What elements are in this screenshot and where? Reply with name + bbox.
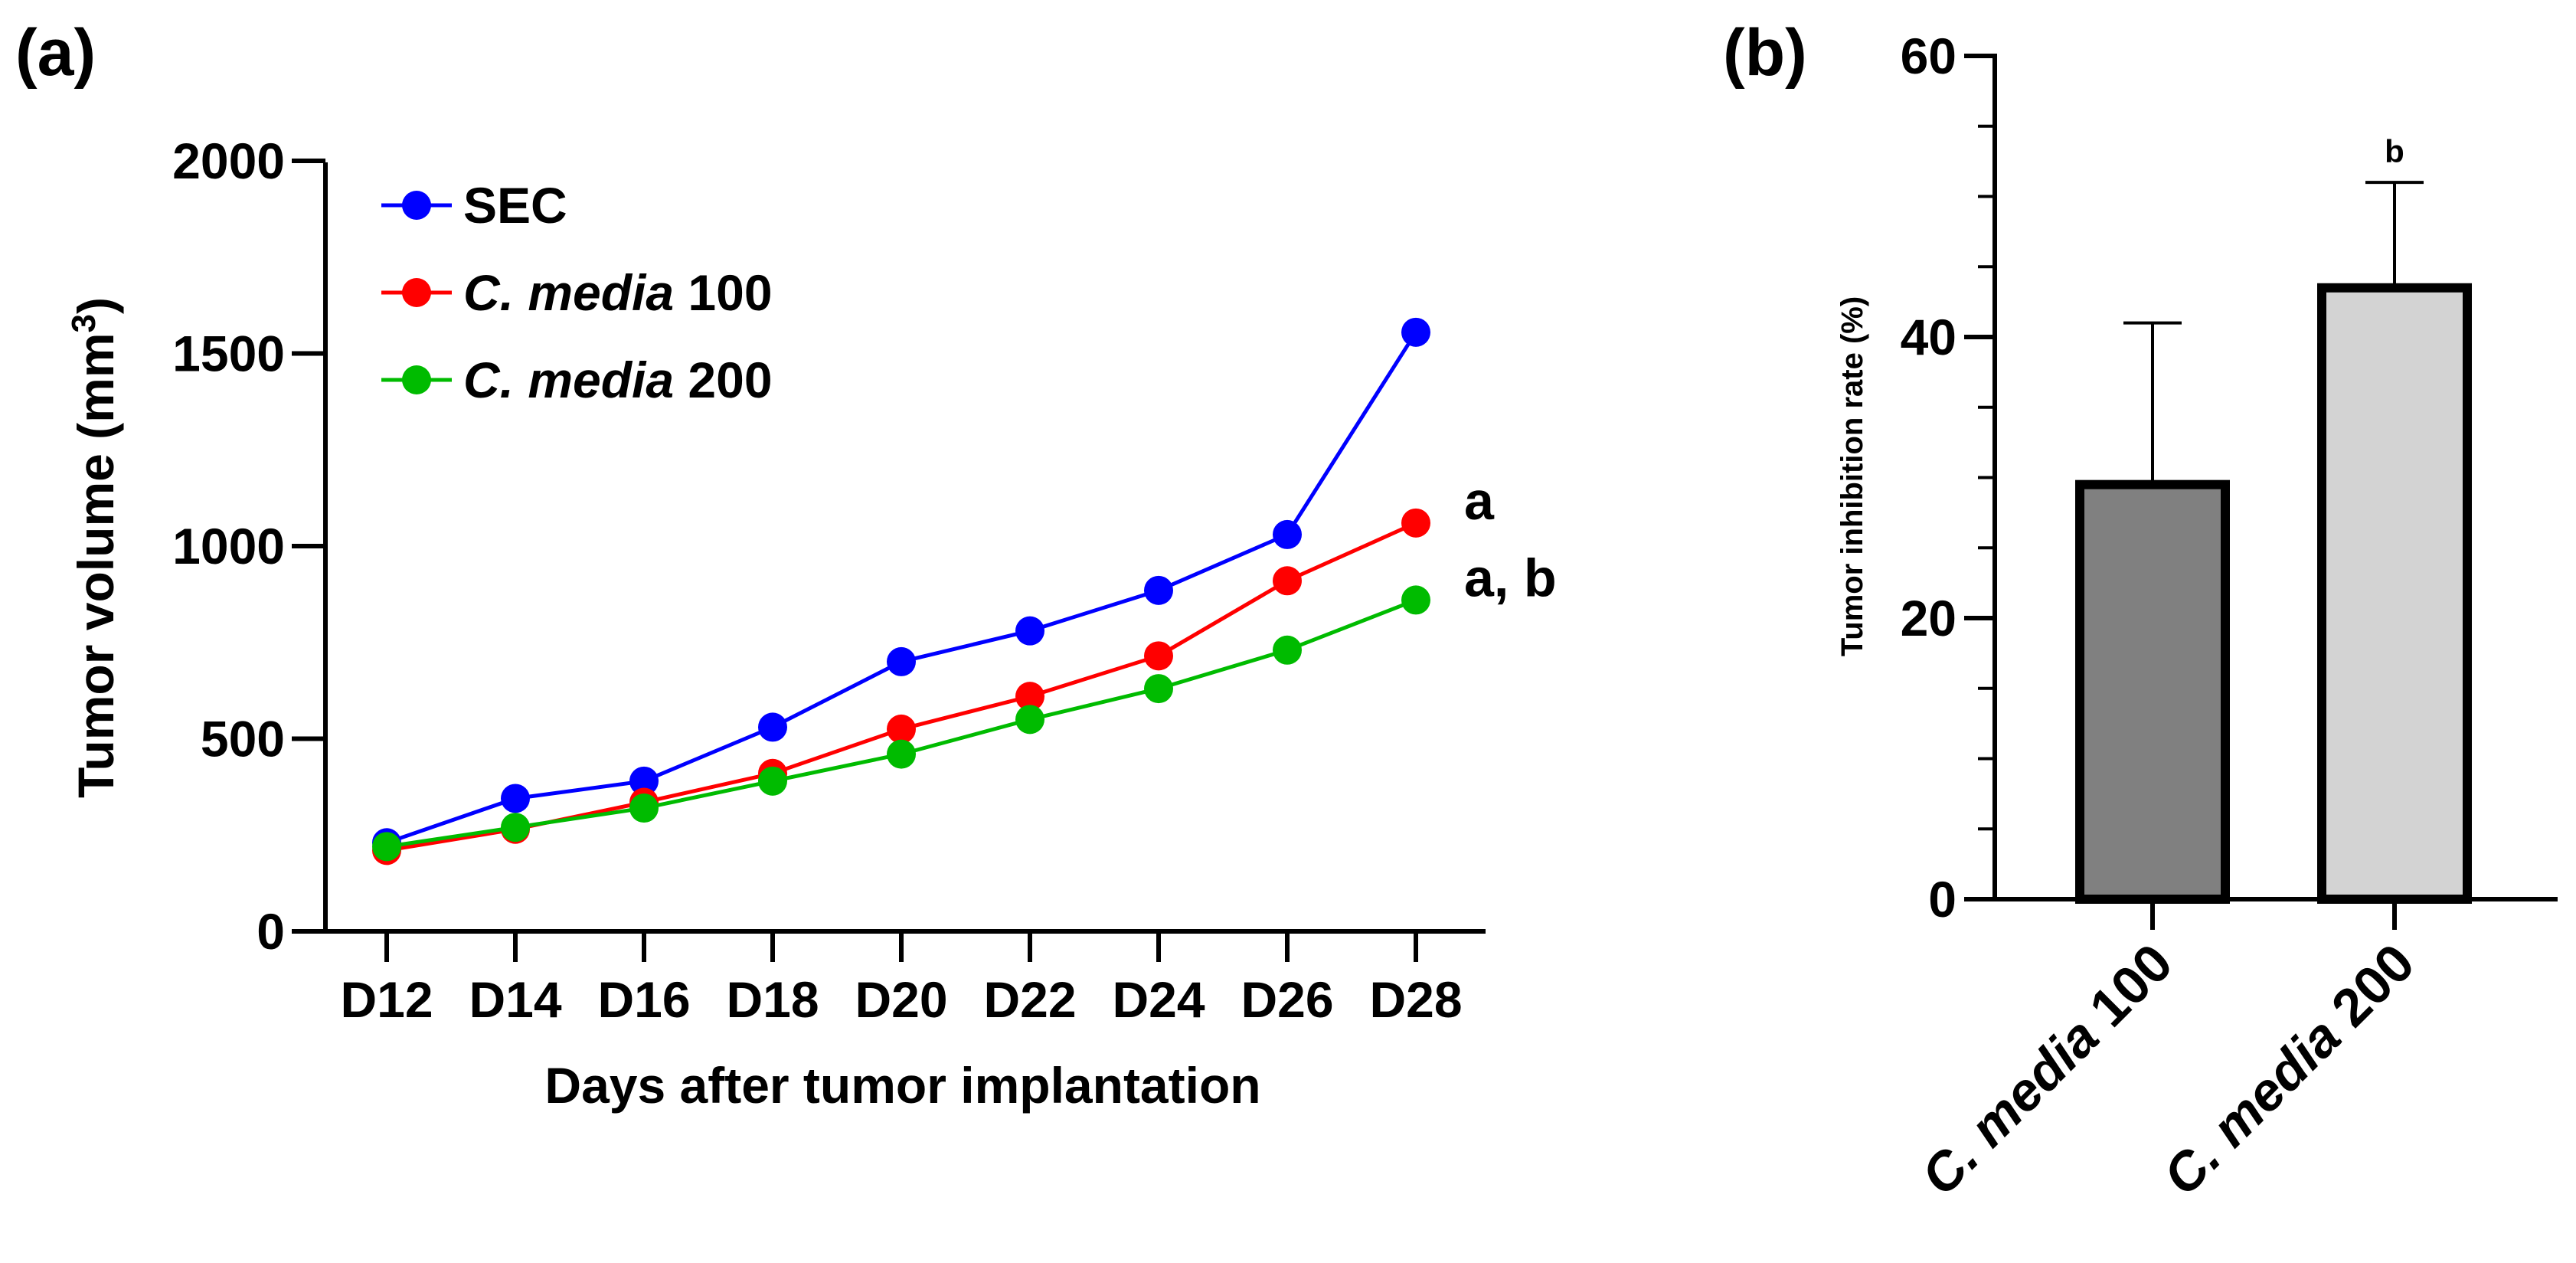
significance-label: b — [2385, 133, 2404, 169]
data-point — [501, 813, 530, 843]
series-line — [386, 521, 1417, 852]
legend-label: SEC — [463, 177, 567, 234]
panel-a-y-tick-label: 2000 — [172, 133, 285, 189]
panel-a-y-axis-title: Tumor volume (mm3) — [65, 297, 124, 798]
panel-a-x-tick-label: D28 — [1369, 971, 1462, 1028]
data-point — [1144, 575, 1173, 605]
panel-b-y-tick-label: 60 — [1901, 28, 1957, 84]
data-point — [1401, 317, 1430, 347]
data-point — [887, 646, 916, 676]
legend-label-italic: C. media — [463, 264, 674, 321]
data-point — [1015, 705, 1044, 735]
panel-b-y-ticks: 0 20 40 60 — [1901, 28, 1995, 928]
legend-label-plain: 100 — [674, 264, 772, 321]
panel-a-x-tick-label: D22 — [983, 971, 1076, 1028]
panel-a-x-tick-label: D14 — [469, 971, 561, 1028]
legend-item: C. media 100 — [381, 264, 773, 321]
data-point — [758, 712, 787, 742]
panel-a-x-ticks: D12 D14 D16 D18 D20 D22 D24 D26 D28 — [340, 931, 1463, 1028]
panel-a-y-tick-label: 500 — [201, 711, 285, 767]
data-point — [1401, 508, 1430, 538]
data-point — [501, 784, 530, 813]
panel-b-x-tick-label: C. media 100 — [1910, 932, 2184, 1206]
panel-a-x-tick-label: D26 — [1241, 971, 1333, 1028]
bar — [2075, 479, 2230, 904]
bar — [2317, 283, 2472, 904]
data-point — [1401, 585, 1430, 615]
panel-a-series — [372, 317, 1430, 865]
legend-marker — [402, 365, 431, 394]
panel-b-y-tick-label: 0 — [1928, 871, 1957, 928]
panel-b-label: (b) — [1723, 16, 1807, 90]
panel-b-y-tick-label: 40 — [1901, 309, 1957, 365]
legend-label-italic: C. media — [463, 352, 674, 408]
panel-a-x-tick-label: D24 — [1112, 971, 1205, 1028]
data-point — [887, 714, 916, 744]
panel-a-annotations: a a, b — [1464, 471, 1557, 608]
panel-a-label: (a) — [15, 16, 96, 90]
panel-a-x-tick-label: D16 — [597, 971, 690, 1028]
significance-label: a, b — [1464, 548, 1557, 607]
panel-a-y-tick-label: 1500 — [172, 326, 285, 382]
legend-item: C. media 200 — [381, 352, 773, 408]
legend-item: SEC — [381, 177, 567, 234]
legend-label-plain: 200 — [674, 352, 772, 408]
data-point — [758, 766, 787, 796]
series-c-media-200 — [372, 585, 1430, 862]
data-point — [1273, 566, 1302, 596]
data-point — [887, 739, 916, 769]
legend-marker — [402, 191, 431, 220]
series-c-media-100 — [372, 508, 1430, 865]
data-point — [372, 832, 401, 862]
panel-a-x-tick-label: D12 — [340, 971, 433, 1028]
legend-label-plain: SEC — [463, 177, 567, 234]
legend-label: C. media 200 — [463, 352, 773, 408]
category-italic: C. media — [1910, 1006, 2110, 1206]
panel-a-y-tick-label: 0 — [257, 903, 285, 960]
panel-a-y-tick-label: 1000 — [172, 518, 285, 574]
panel-b-x-tick-label: C. media 200 — [2152, 932, 2426, 1206]
data-point — [1144, 641, 1173, 671]
data-point — [629, 793, 659, 823]
legend-marker — [402, 278, 431, 307]
data-point — [1273, 519, 1302, 549]
panel-b-y-axis-title: Tumor inhibition rate (%) — [1836, 296, 1869, 656]
data-point — [1273, 635, 1302, 665]
panel-b-y-tick-label: 20 — [1901, 590, 1957, 646]
significance-label: a — [1464, 471, 1495, 531]
panel-b-bars: b — [2075, 133, 2472, 904]
data-point — [1015, 616, 1044, 646]
panel-a-x-tick-label: D20 — [855, 971, 947, 1028]
data-point — [629, 766, 659, 796]
panel-a-x-tick-label: D18 — [726, 971, 819, 1028]
legend-label: C. media 100 — [463, 264, 773, 321]
data-point — [1144, 674, 1173, 704]
panel-a-y-ticks: 0 500 1000 1500 2000 — [172, 133, 325, 960]
category-italic: C. media — [2152, 1006, 2352, 1206]
data-point — [1015, 682, 1044, 712]
panel-a-x-axis-title: Days after tumor implantation — [544, 1057, 1260, 1114]
